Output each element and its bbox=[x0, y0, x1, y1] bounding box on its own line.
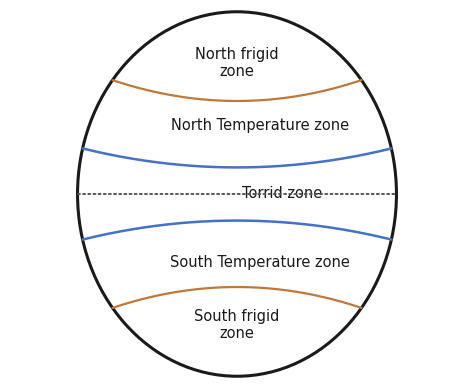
Text: Torrid zone: Torrid zone bbox=[242, 187, 323, 201]
Text: North Temperature zone: North Temperature zone bbox=[171, 118, 349, 133]
Text: South Temperature zone: South Temperature zone bbox=[170, 255, 350, 270]
Text: North frigid
zone: North frigid zone bbox=[195, 47, 279, 79]
Text: South frigid
zone: South frigid zone bbox=[194, 309, 280, 341]
